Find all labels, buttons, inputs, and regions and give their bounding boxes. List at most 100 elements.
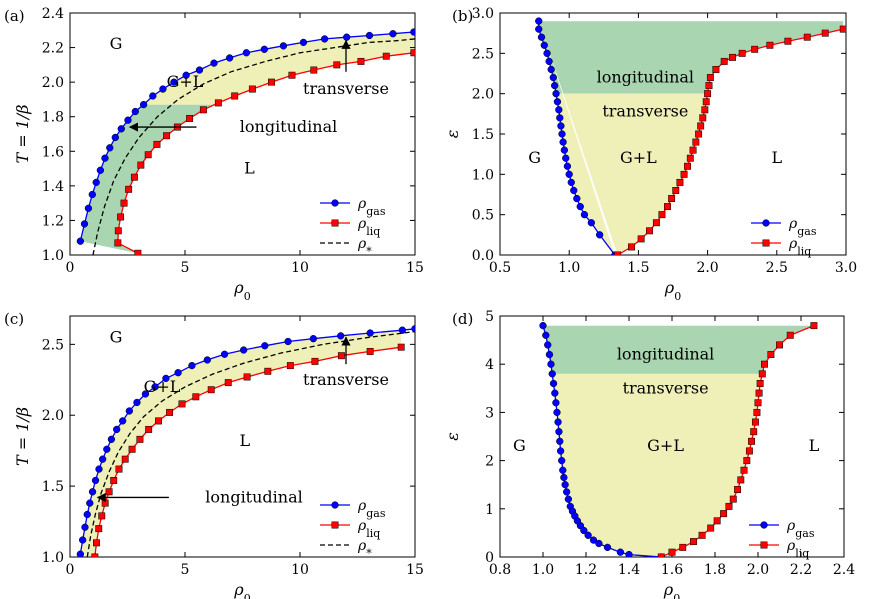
liquid-data-point	[679, 543, 687, 551]
liquid-data-point	[658, 211, 666, 219]
y-tick-label: 1.2	[42, 213, 64, 229]
legend-label: ρgas	[357, 498, 386, 520]
liquid-data-point	[686, 154, 694, 162]
liquid-data-point	[166, 408, 174, 416]
y-tick-label: 3	[485, 405, 494, 421]
liquid-data-point	[784, 37, 792, 45]
liquid-data-point	[366, 347, 374, 355]
region-label: longitudinal	[617, 345, 714, 364]
gas-data-point	[99, 455, 107, 463]
gas-data-point	[242, 49, 251, 57]
gas-data-point	[337, 332, 345, 340]
liquid-data-point	[268, 78, 275, 86]
gas-data-point	[79, 536, 87, 544]
liquid-data-point	[713, 517, 721, 525]
liquid-data-point	[192, 393, 200, 401]
panel-letter: (d)	[452, 310, 473, 328]
region-label: L	[244, 159, 255, 178]
region-label: transverse	[623, 378, 709, 397]
liquid-data-point	[214, 99, 222, 107]
gas-data-point	[625, 550, 633, 557]
liquid-data-point	[751, 45, 759, 53]
gas-data-point	[545, 57, 553, 66]
x-tick-label: 1.6	[661, 562, 683, 578]
liquid-data-point	[706, 74, 714, 81]
liquid-data-point	[105, 488, 113, 496]
gas-data-point	[567, 178, 575, 187]
liquid-data-point	[224, 379, 232, 387]
gas-data-point	[547, 360, 555, 368]
gas-data-point	[203, 356, 211, 364]
liquid-data-point	[134, 249, 142, 255]
y-tick-label: 2.4	[42, 6, 64, 22]
gas-data-point	[535, 25, 543, 33]
gas-data-point	[559, 466, 567, 474]
legend-label: ρliq	[788, 236, 811, 258]
shaded-region-longitudinal	[543, 325, 814, 374]
gas-data-point	[564, 495, 573, 503]
panel-letter: (c)	[4, 310, 24, 328]
region-label: G+L	[620, 148, 657, 167]
plot-frame	[69, 12, 416, 256]
gas-data-point	[106, 144, 114, 152]
region-label: L	[771, 148, 782, 167]
legend-marker	[760, 541, 768, 549]
liquid-data-point	[130, 173, 138, 181]
panel-letter: (a)	[4, 7, 25, 25]
gas-data-point	[410, 28, 415, 36]
x-axis-label: ρ0	[233, 278, 250, 303]
liquid-data-point	[758, 370, 766, 378]
series-line-1	[661, 324, 815, 557]
shaded-region-transverse	[556, 93, 708, 255]
annotation-label: transverse	[303, 370, 389, 389]
annotation-label: transverse	[303, 79, 389, 98]
gas-data-point	[365, 31, 374, 40]
y-tick-label: 0.0	[472, 248, 494, 264]
x-tick-label: 0.5	[489, 260, 511, 276]
x-tick-label: 1.0	[532, 562, 554, 578]
liquid-data-point	[93, 539, 100, 547]
gas-data-point	[556, 437, 564, 445]
gas-data-point	[139, 100, 148, 109]
region-label: transverse	[602, 101, 688, 120]
liquid-data-point	[707, 524, 715, 532]
gas-data-point	[556, 114, 564, 122]
gas-data-point	[411, 325, 415, 333]
liquid-data-point	[743, 457, 751, 465]
gas-data-point	[88, 488, 97, 496]
x-tick-label: 0.8	[489, 562, 511, 578]
legend-marker	[760, 521, 768, 529]
region-label: G	[513, 436, 526, 455]
liquid-data-point	[115, 465, 123, 473]
region-label: L	[239, 431, 250, 450]
gas-data-point	[552, 399, 560, 407]
gas-data-point	[540, 41, 548, 49]
gas-data-point	[159, 85, 167, 93]
gas-data-point	[558, 456, 566, 465]
liquid-data-point	[672, 187, 680, 194]
gas-data-point	[299, 38, 308, 47]
liquid-data-point	[712, 66, 720, 73]
liquid-data-point	[397, 343, 405, 351]
shaded-region-longitudinal	[538, 21, 844, 94]
y-tick-label: 0	[485, 550, 494, 566]
liquid-data-point	[810, 322, 818, 330]
y-tick-label: 1.0	[472, 167, 494, 183]
legend-marker	[331, 501, 339, 509]
gas-data-point	[389, 30, 397, 38]
liquid-data-point	[680, 170, 688, 178]
gas-data-point	[552, 90, 560, 98]
gas-data-point	[320, 35, 329, 43]
liquid-data-point	[114, 239, 122, 247]
gas-data-point	[101, 154, 109, 162]
series-line-0	[538, 21, 616, 255]
shaded-region-longitudinal	[80, 104, 215, 254]
gas-data-point	[556, 447, 565, 455]
gas-data-point	[96, 166, 105, 174]
y-tick-label: 2.0	[472, 87, 494, 103]
legend-marker	[762, 219, 770, 227]
liquid-data-point	[776, 341, 783, 349]
x-tick-label: 2.0	[747, 562, 769, 578]
x-tick-label: 0	[66, 260, 75, 276]
y-tick-label: 2.5	[472, 46, 494, 62]
